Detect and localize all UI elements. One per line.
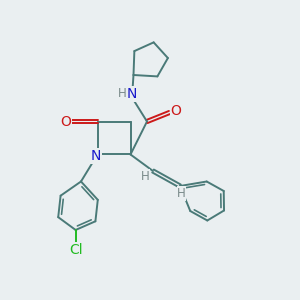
- Text: H: H: [177, 187, 186, 200]
- Text: H: H: [141, 170, 150, 183]
- Text: O: O: [60, 115, 71, 128]
- Text: N: N: [91, 149, 101, 163]
- Text: Cl: Cl: [69, 243, 82, 257]
- Text: N: N: [127, 87, 137, 101]
- Text: O: O: [171, 104, 182, 118]
- Text: H: H: [118, 87, 127, 101]
